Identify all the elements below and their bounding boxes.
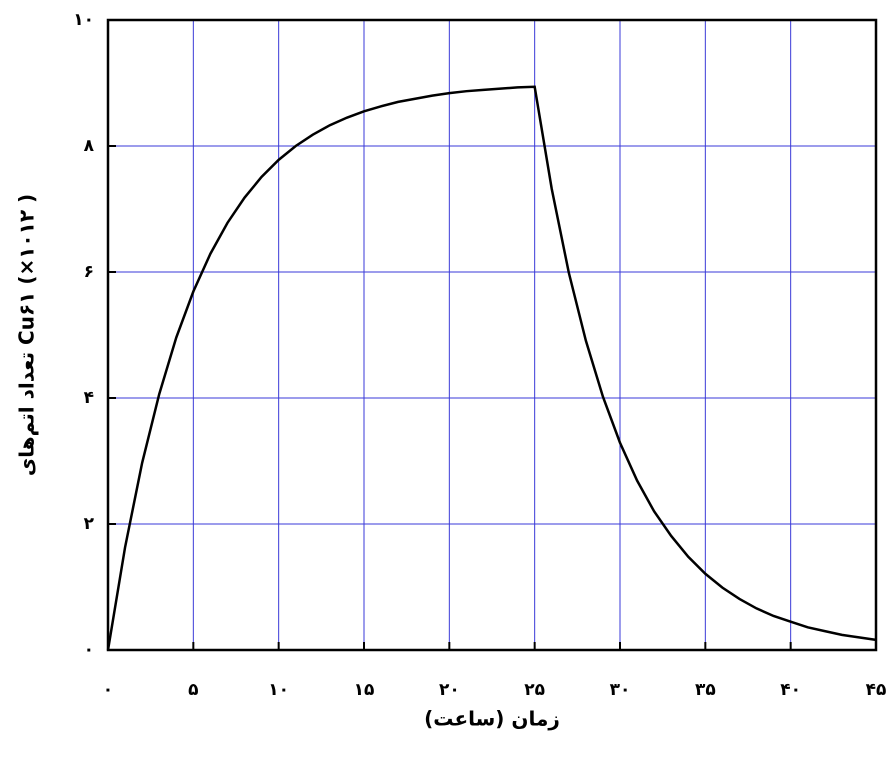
x-tick-label: ۴۵	[866, 680, 887, 700]
y-tick-label: ۶	[84, 262, 94, 282]
x-tick-label: ۲۰	[439, 680, 460, 700]
x-tick-label: ۱۰	[268, 680, 289, 700]
x-tick-label: ۰	[103, 680, 113, 700]
y-tick-label: ۴	[84, 388, 94, 408]
x-tick-label: ۴۰	[780, 680, 801, 700]
chart: زمان (ساعت) تعداد اتم‌های Cu۶۱ (×۱۰۱۲ ) …	[0, 0, 893, 765]
x-tick-label: ۵	[188, 680, 198, 700]
y-tick-label: ۰	[84, 640, 94, 660]
x-tick-label: ۳۵	[695, 680, 716, 700]
y-tick-label: ۲	[84, 514, 95, 534]
x-tick-label: ۲۵	[524, 680, 545, 700]
x-tick-label: ۱۵	[354, 680, 375, 700]
x-tick-label: ۳۰	[610, 680, 631, 700]
y-tick-label: ۸	[84, 136, 95, 156]
plot-frame	[108, 20, 876, 650]
x-axis-label: زمان (ساعت)	[424, 707, 560, 731]
y-tick-label: ۱۰	[73, 10, 94, 30]
line-series	[108, 87, 876, 650]
y-axis-label: تعداد اتم‌های Cu۶۱ (×۱۰۱۲ )	[15, 194, 39, 476]
